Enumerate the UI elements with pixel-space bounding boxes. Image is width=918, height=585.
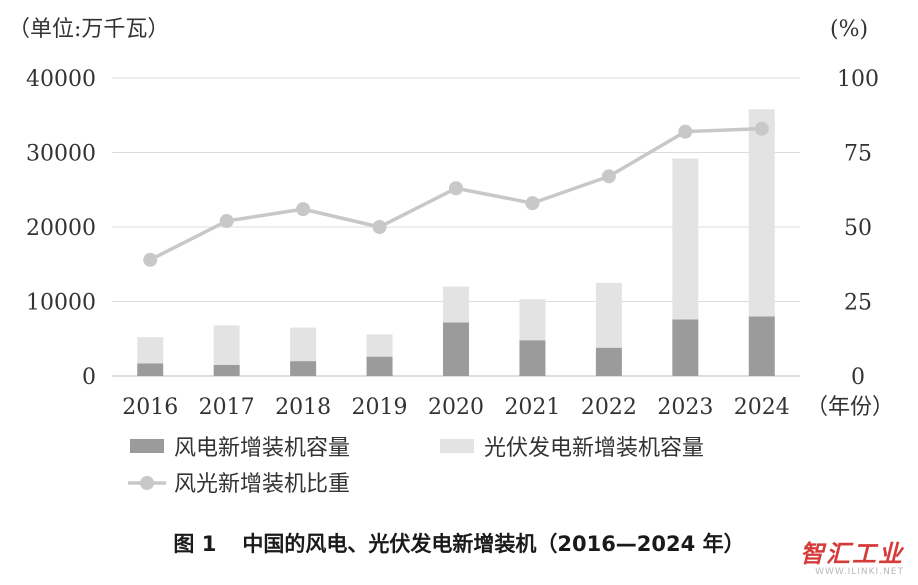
left-tick-label: 40000 — [26, 67, 96, 92]
solar-bar — [443, 286, 469, 323]
ratio-line — [143, 121, 769, 267]
left-axis-unit-label: （单位:万千瓦） — [8, 17, 169, 42]
legend-swatch — [440, 439, 474, 453]
solar-bar — [672, 158, 699, 320]
wind-bar — [366, 356, 393, 376]
ratio-point — [525, 196, 540, 211]
watermark-url: WWW.ILINKI.NET — [815, 567, 904, 577]
left-tick-label: 0 — [82, 365, 96, 390]
solar-bar — [595, 282, 622, 348]
axes: （单位:万千瓦） (%) （年份） 0 10000 20000 30000 40000 0… — [8, 17, 894, 420]
watermark: 智汇工业 WWW.ILINKI.NET — [800, 534, 904, 577]
x-tick-label: 2021 — [504, 395, 560, 420]
left-tick-label: 20000 — [26, 216, 96, 241]
ratio-point — [372, 220, 387, 234]
right-tick-label: 25 — [844, 291, 872, 316]
x-tick-label: 2020 — [428, 395, 484, 420]
right-tick-label: 75 — [844, 142, 872, 167]
solar-bar — [290, 327, 317, 362]
ratio-point — [754, 121, 769, 136]
solar-bar — [137, 337, 164, 364]
chart: （单位:万千瓦） (%) （年份） 0 10000 20000 30000 40000 0… — [8, 17, 894, 497]
solar-bar — [213, 325, 240, 365]
x-tick-label: 2016 — [122, 395, 178, 420]
left-tick-label: 30000 — [26, 142, 96, 167]
x-tick-label: 2023 — [657, 395, 713, 420]
legend-line-marker — [140, 476, 154, 490]
figure-number: 图 1 — [173, 532, 217, 556]
wind-bar — [213, 364, 240, 376]
figure-title: 中国的风电、光伏发电新增装机（2016—2024 年） — [242, 532, 745, 556]
figure-caption: 图 1 中国的风电、光伏发电新增装机（2016—2024 年） — [0, 528, 918, 558]
wind-bar — [672, 319, 699, 376]
ratio-point — [143, 252, 158, 267]
wind-bar — [290, 361, 317, 376]
x-axis-label: （年份） — [806, 395, 894, 420]
x-tick-label: 2019 — [352, 395, 408, 420]
x-tick-label: 2018 — [275, 395, 331, 420]
wind-bar — [595, 347, 622, 376]
ratio-point — [296, 202, 311, 217]
right-axis-unit-label: (%) — [830, 17, 868, 42]
solar-bar — [366, 334, 393, 357]
solar-bar — [748, 109, 775, 317]
x-tick-label: 2024 — [734, 395, 790, 420]
ratio-point — [601, 169, 616, 184]
ratio-point — [678, 124, 693, 139]
wind-bar — [443, 322, 469, 376]
wind-bar — [519, 340, 546, 376]
x-tick-label: 2017 — [199, 395, 255, 420]
watermark-logo-text: 智汇工业 — [800, 540, 904, 568]
ratio-point — [219, 214, 234, 229]
legend-label: 光伏发电新增装机容量 — [484, 436, 704, 461]
solar-bar — [519, 299, 546, 341]
wind-bar — [748, 316, 775, 376]
right-tick-label: 100 — [837, 67, 879, 92]
legend-label: 风电新增装机容量 — [174, 436, 350, 461]
right-tick-label: 50 — [844, 216, 872, 241]
legend-swatch — [130, 439, 164, 453]
left-tick-label: 10000 — [26, 291, 96, 316]
right-tick-label: 0 — [851, 365, 865, 390]
bars — [137, 109, 775, 376]
wind-bar — [137, 363, 164, 376]
ratio-point — [449, 181, 463, 196]
legend-label: 风光新增装机比重 — [174, 472, 350, 497]
x-tick-label: 2022 — [581, 395, 637, 420]
